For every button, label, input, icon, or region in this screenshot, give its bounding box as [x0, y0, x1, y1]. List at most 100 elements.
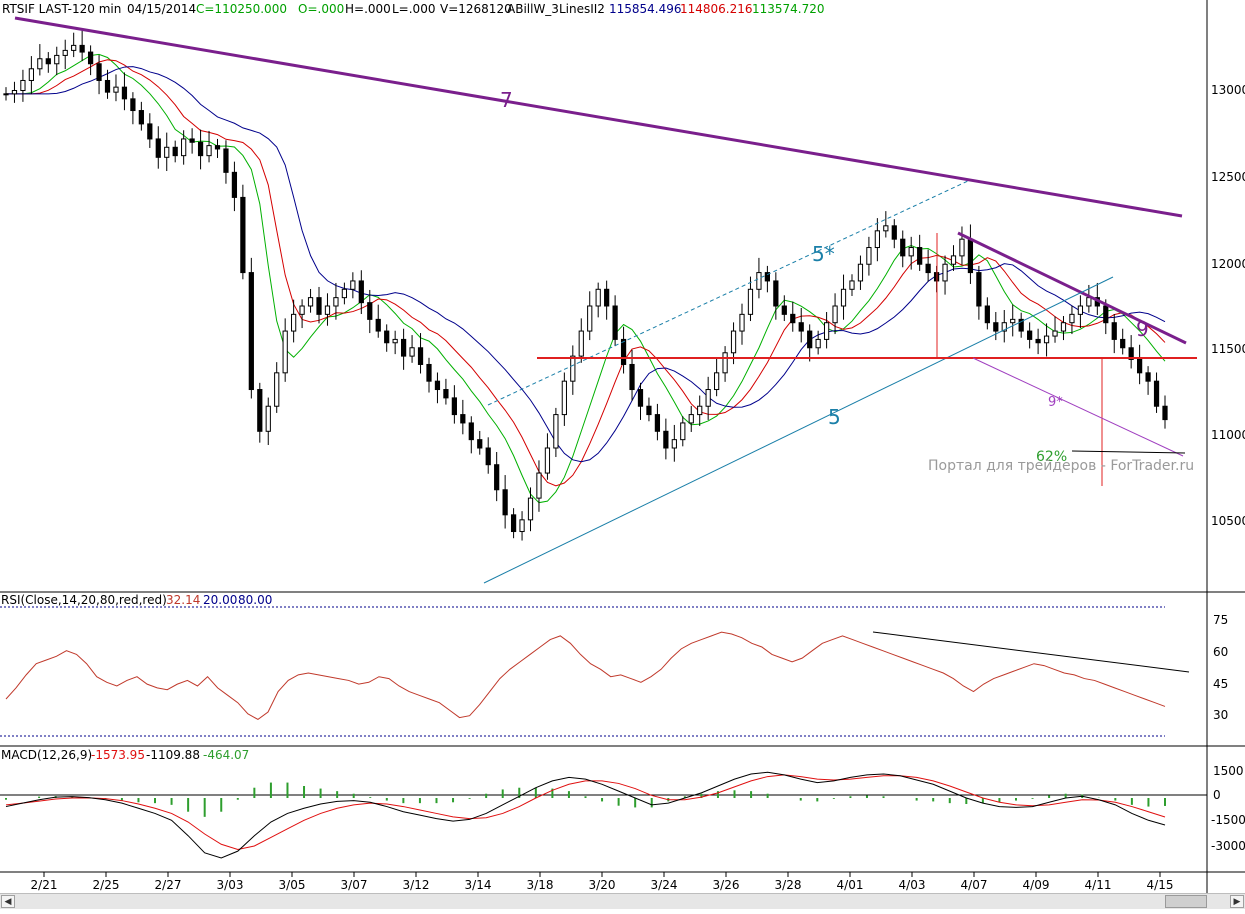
candle-body: [79, 44, 85, 53]
candle-body: [807, 330, 813, 349]
candle-body: [967, 238, 974, 274]
candle-body: [849, 280, 855, 290]
candle-body: [181, 138, 187, 157]
candle-body: [3, 93, 9, 96]
candle-body: [1010, 318, 1016, 324]
date-label: 3/12: [403, 878, 430, 892]
candle-body: [756, 272, 762, 290]
rsi-tick-45: 45: [1213, 677, 1228, 691]
candle-body: [578, 330, 584, 357]
chart-header: RTSIF LAST-120 min 04/15/2014 C=110250.0…: [2, 2, 825, 16]
date-label: 3/20: [589, 878, 616, 892]
candle-body: [561, 380, 567, 416]
candle-body: [121, 86, 128, 100]
candle-body: [434, 380, 441, 391]
price-axis: 13000 12500 12000 11500 11000 10500: [1211, 83, 1245, 528]
date-axis: 2/21 2/25 2/27 3/03 3/05 3/07 3/12 3/14 3/18 3/20…: [31, 872, 1173, 892]
high-label: H=.000: [345, 2, 391, 16]
macd-header: MACD(12,26,9) -1573.95 -1109.88 -464.07: [1, 748, 249, 762]
candle-body: [697, 405, 703, 416]
macd-tick-1500: 1500: [1213, 764, 1244, 778]
moving-averages: [6, 53, 1166, 504]
scroll-right-arrow-icon[interactable]: ▶: [1230, 895, 1244, 908]
candle-body: [172, 146, 178, 157]
candle-body: [502, 489, 508, 516]
price-tick-13000: 13000: [1211, 83, 1245, 97]
candle-body: [147, 123, 153, 140]
candle-body: [400, 338, 407, 357]
rsi-trendline: [872, 631, 1190, 673]
candle-body: [155, 138, 161, 158]
candle-body: [1153, 380, 1160, 407]
indicator-green-value: 113574.720: [752, 2, 825, 16]
ma-blue-line: [6, 66, 1166, 463]
candle-body: [595, 288, 601, 307]
scroll-left-arrow-icon[interactable]: ◀: [1, 895, 15, 908]
trendline-9: [957, 231, 1187, 345]
candle-body: [20, 79, 26, 91]
candle-body: [1027, 330, 1033, 340]
candle-body: [604, 288, 610, 307]
indicator-blue-value: 115854.496: [609, 2, 682, 16]
price-tick-12000: 12000: [1211, 257, 1245, 271]
wave-5-label: 5: [828, 405, 841, 429]
date-label: 3/03: [217, 878, 244, 892]
candle-body: [274, 372, 280, 407]
candle-body: [1069, 313, 1075, 324]
candle-body: [71, 44, 77, 51]
macd-line: [5, 771, 1166, 859]
candle-body: [62, 49, 68, 56]
volume-label: V=1268120: [440, 2, 512, 16]
candle-body: [1018, 318, 1024, 332]
price-tick-12500: 12500: [1211, 170, 1245, 184]
macd-tick-minus-1500: -1500: [1211, 813, 1245, 827]
candle-body: [671, 439, 677, 449]
candle-body: [206, 145, 212, 157]
candle-body: [104, 79, 111, 93]
price-candles: [3, 30, 1168, 541]
candle-body: [654, 414, 661, 432]
candle-body: [790, 313, 796, 324]
rsi-tick-60: 60: [1213, 645, 1228, 659]
candle-body: [54, 54, 60, 65]
trend-annotations: 7 5* 5 9 9* 62% Портал для трейдеров - F…: [14, 16, 1197, 673]
candle-body: [866, 247, 872, 265]
candle-body: [874, 230, 880, 249]
candle-body: [341, 288, 348, 299]
candle-body: [265, 405, 271, 432]
rsi-tick-75: 75: [1213, 613, 1228, 627]
fib-62-line: [1071, 450, 1186, 454]
watermark: Портал для трейдеров - ForTrader.ru: [928, 458, 1194, 474]
candle-body: [942, 263, 948, 282]
candle-body: [316, 297, 322, 315]
candle-body: [891, 225, 897, 240]
scroll-thumb[interactable]: [1165, 895, 1207, 908]
candle-body: [443, 389, 449, 399]
close-label: C=110250.000: [196, 2, 287, 16]
date-label: 3/07: [341, 878, 368, 892]
candle-body: [1086, 297, 1092, 307]
axes-layer: [0, 0, 1245, 893]
candle-body: [375, 318, 381, 332]
trendline-5star: [487, 179, 971, 406]
candle-body: [197, 141, 204, 157]
rsi-axis: 75 60 45 30: [1213, 613, 1228, 722]
candle-body: [680, 422, 686, 441]
candle-body: [1060, 322, 1067, 332]
macd-tick-0: 0: [1213, 788, 1221, 802]
open-label: O=.000: [298, 2, 344, 16]
horizontal-scrollbar[interactable]: ◀ ▶: [0, 893, 1245, 909]
wave-7-label: 7: [500, 88, 513, 112]
macd-signal-line: [5, 774, 1166, 850]
candle-body: [714, 372, 720, 391]
candle-body: [1103, 305, 1109, 324]
rsi-high-value: 80.00: [238, 593, 272, 607]
candle-body: [409, 347, 415, 357]
candle-body: [815, 338, 821, 349]
date-label: 2/27: [155, 878, 182, 892]
rsi-line: [5, 631, 1166, 721]
date-label: 4/11: [1085, 878, 1112, 892]
candle-body: [900, 238, 906, 257]
candle-body: [1077, 305, 1084, 315]
